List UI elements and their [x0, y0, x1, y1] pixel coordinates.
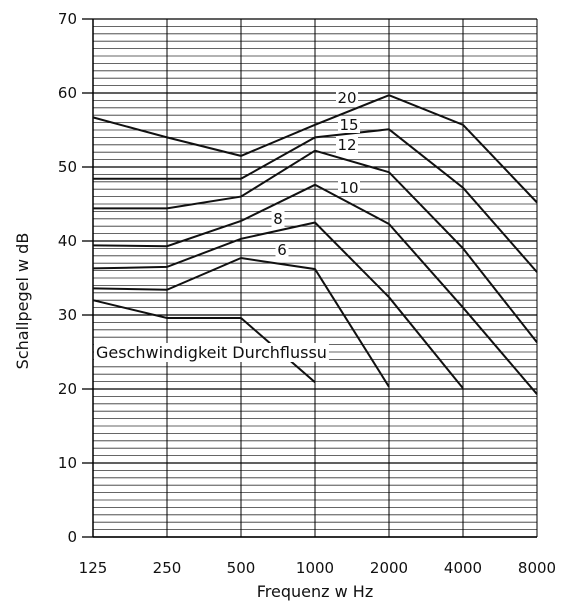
- y-tick-label: 50: [58, 158, 77, 176]
- x-tick-label: 4000: [444, 559, 482, 577]
- series-line-12: [93, 149, 538, 344]
- axes: [82, 18, 537, 538]
- tick-labels: 0 10 20 30 40 50 60 70 125 250 500 1000 2000 4000 8000: [58, 10, 556, 577]
- y-axis-label: Schallpegel w dB: [13, 233, 32, 370]
- y-tick-label: 60: [58, 84, 77, 102]
- x-tick-label: 1000: [296, 559, 334, 577]
- series-label-bg: [271, 211, 285, 227]
- x-tick-label: 500: [227, 559, 256, 577]
- x-axis-label: Frequenz w Hz: [257, 582, 373, 601]
- y-tick-label: 70: [58, 10, 77, 28]
- y-tick-label: 10: [58, 454, 77, 472]
- y-tick-label: 0: [67, 528, 77, 546]
- series-label-20: 20: [337, 89, 356, 107]
- series-label-bg: [336, 137, 358, 153]
- annotation-flow-velocity: Geschwindigkeit Durchflussu: [96, 343, 327, 362]
- series-label-10: 10: [339, 179, 358, 197]
- series-line-6: [92, 256, 390, 388]
- series-line-15: [93, 128, 538, 273]
- x-tick-label: 2000: [370, 559, 408, 577]
- y-tick-label: 20: [58, 380, 77, 398]
- series-label-bg: [275, 242, 289, 258]
- series-label-bg: [336, 90, 358, 106]
- series-label-12: 12: [337, 136, 356, 154]
- grid: [92, 18, 538, 538]
- series-labels: 20 15 12 10 8 6: [271, 89, 360, 259]
- series-label-15: 15: [339, 116, 358, 134]
- series-label-bg: [338, 117, 360, 133]
- series-label-bg: [338, 180, 360, 196]
- series-label-6: 6: [277, 241, 287, 259]
- y-tick-label: 40: [58, 232, 77, 250]
- series-label-8: 8: [273, 210, 283, 228]
- series-line-unlabeled: [92, 299, 316, 384]
- annotation-bg: [94, 343, 329, 362]
- x-tick-label: 125: [79, 559, 108, 577]
- x-tick-label: 250: [153, 559, 182, 577]
- y-tick-label: 30: [58, 306, 77, 324]
- x-tick-label: 8000: [518, 559, 556, 577]
- series-line-20: [92, 94, 538, 204]
- series-line-10: [92, 183, 538, 395]
- series-line-8: [92, 221, 464, 389]
